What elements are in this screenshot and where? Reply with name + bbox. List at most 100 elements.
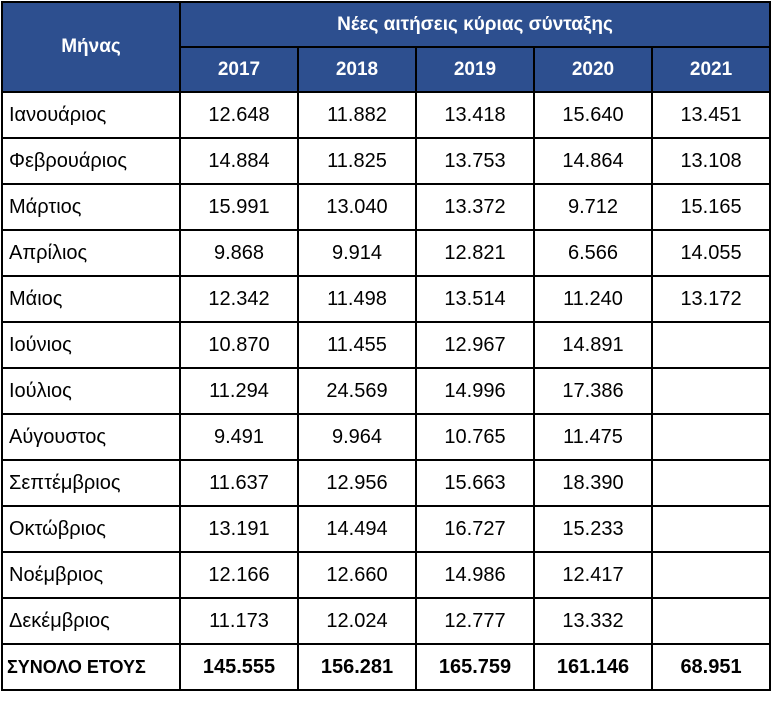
value-cell: 13.514 — [415, 275, 535, 323]
month-cell: Απρίλιος — [1, 229, 181, 277]
group-header: Νέες αιτήσεις κύριας σύνταξης — [178, 1, 772, 48]
value-cell: 12.024 — [297, 597, 417, 645]
value-cell: 15.165 — [650, 183, 772, 231]
month-cell: Ιούλιος — [1, 367, 181, 415]
table-row: Σεπτέμβριος 11.637 12.956 15.663 18.390 — [1, 459, 772, 507]
total-value: 161.146 — [533, 643, 653, 691]
value-cell: 13.040 — [297, 183, 417, 231]
value-cell — [650, 321, 772, 369]
value-cell: 13.191 — [179, 505, 299, 553]
month-cell: Φεβρουάριος — [1, 137, 181, 185]
value-cell: 9.491 — [179, 413, 299, 461]
month-cell: Ιανουάριος — [1, 91, 181, 139]
value-cell: 15.663 — [415, 459, 535, 507]
value-cell: 6.566 — [533, 229, 653, 277]
value-cell — [650, 597, 772, 645]
month-cell: Αύγουστος — [1, 413, 181, 461]
value-cell: 9.712 — [533, 183, 653, 231]
month-cell: Σεπτέμβριος — [1, 459, 181, 507]
month-cell: Νοέμβριος — [1, 551, 181, 599]
value-cell — [650, 459, 772, 507]
table-row: Αύγουστος 9.491 9.964 10.765 11.475 — [1, 413, 772, 461]
table-row: Φεβρουάριος 14.884 11.825 13.753 14.864 … — [1, 137, 772, 185]
year-header: 2020 — [533, 46, 653, 93]
value-cell: 17.386 — [533, 367, 653, 415]
value-cell: 9.868 — [179, 229, 299, 277]
table-row: Δεκέμβριος 11.173 12.024 12.777 13.332 — [1, 597, 772, 645]
year-header: 2019 — [415, 46, 535, 93]
value-cell: 15.640 — [533, 91, 653, 139]
value-cell: 12.417 — [533, 551, 653, 599]
value-cell — [650, 505, 772, 553]
table-row: Οκτώβριος 13.191 14.494 16.727 15.233 — [1, 505, 772, 553]
value-cell: 10.765 — [415, 413, 535, 461]
value-cell: 11.498 — [297, 275, 417, 323]
table-row: Μάιος 12.342 11.498 13.514 11.240 13.172 — [1, 275, 772, 323]
table-body: Ιανουάριος 12.648 11.882 13.418 15.640 1… — [1, 91, 772, 691]
value-cell: 9.914 — [297, 229, 417, 277]
total-value: 145.555 — [179, 643, 299, 691]
value-cell: 11.637 — [179, 459, 299, 507]
value-cell: 14.891 — [533, 321, 653, 369]
month-cell: Μάιος — [1, 275, 181, 323]
table-row: Ιανουάριος 12.648 11.882 13.418 15.640 1… — [1, 91, 772, 139]
header-row-years: 2017 2018 2019 2020 2021 — [2, 46, 772, 93]
value-cell: 13.372 — [415, 183, 535, 231]
month-cell: Ιούνιος — [1, 321, 181, 369]
header-row-group: Μήνας Νέες αιτήσεις κύριας σύνταξης — [1, 1, 772, 93]
year-header: 2018 — [297, 46, 417, 93]
value-cell: 13.753 — [415, 137, 535, 185]
table-row: Ιούνιος 10.870 11.455 12.967 14.891 — [1, 321, 772, 369]
value-cell — [650, 413, 772, 461]
value-cell: 10.870 — [179, 321, 299, 369]
value-cell: 14.055 — [650, 229, 772, 277]
value-cell: 12.777 — [415, 597, 535, 645]
table-row: Νοέμβριος 12.166 12.660 14.986 12.417 — [1, 551, 772, 599]
month-cell: Δεκέμβριος — [1, 597, 181, 645]
value-cell: 12.660 — [297, 551, 417, 599]
value-cell: 11.294 — [179, 367, 299, 415]
value-cell: 16.727 — [415, 505, 535, 553]
value-cell: 15.991 — [179, 183, 299, 231]
value-cell: 11.455 — [297, 321, 417, 369]
value-cell: 12.166 — [179, 551, 299, 599]
value-cell: 13.172 — [650, 275, 772, 323]
value-cell — [650, 367, 772, 415]
table-row: Ιούλιος 11.294 24.569 14.996 17.386 — [1, 367, 772, 415]
table-row: Απρίλιος 9.868 9.914 12.821 6.566 14.055 — [1, 229, 772, 277]
value-cell: 13.451 — [650, 91, 772, 139]
pension-applications-table: Μήνας Νέες αιτήσεις κύριας σύνταξης 2017… — [1, 1, 772, 691]
value-cell: 13.332 — [533, 597, 653, 645]
value-cell: 12.821 — [415, 229, 535, 277]
year-header: 2021 — [650, 46, 772, 93]
total-label: ΣΥΝΟΛΟ ΕΤΟΥΣ — [1, 643, 181, 691]
total-value: 165.759 — [415, 643, 535, 691]
month-column-header: Μήνας — [1, 1, 181, 93]
year-header: 2017 — [179, 46, 299, 93]
month-cell: Οκτώβριος — [1, 505, 181, 553]
total-row: ΣΥΝΟΛΟ ΕΤΟΥΣ 145.555 156.281 165.759 161… — [1, 643, 772, 691]
value-cell: 14.986 — [415, 551, 535, 599]
value-cell: 14.494 — [297, 505, 417, 553]
total-value: 68.951 — [650, 643, 772, 691]
value-cell: 24.569 — [297, 367, 417, 415]
value-cell: 9.964 — [297, 413, 417, 461]
value-cell: 11.882 — [297, 91, 417, 139]
value-cell: 12.342 — [179, 275, 299, 323]
total-value: 156.281 — [297, 643, 417, 691]
value-cell: 14.864 — [533, 137, 653, 185]
value-cell: 11.173 — [179, 597, 299, 645]
value-cell: 12.648 — [179, 91, 299, 139]
table-row: Μάρτιος 15.991 13.040 13.372 9.712 15.16… — [1, 183, 772, 231]
value-cell: 13.418 — [415, 91, 535, 139]
value-cell: 12.956 — [297, 459, 417, 507]
value-cell: 18.390 — [533, 459, 653, 507]
value-cell: 13.108 — [650, 137, 772, 185]
value-cell: 11.825 — [297, 137, 417, 185]
value-cell: 14.996 — [415, 367, 535, 415]
month-cell: Μάρτιος — [1, 183, 181, 231]
value-cell: 14.884 — [179, 137, 299, 185]
value-cell: 12.967 — [415, 321, 535, 369]
value-cell: 11.240 — [533, 275, 653, 323]
value-cell — [650, 551, 772, 599]
